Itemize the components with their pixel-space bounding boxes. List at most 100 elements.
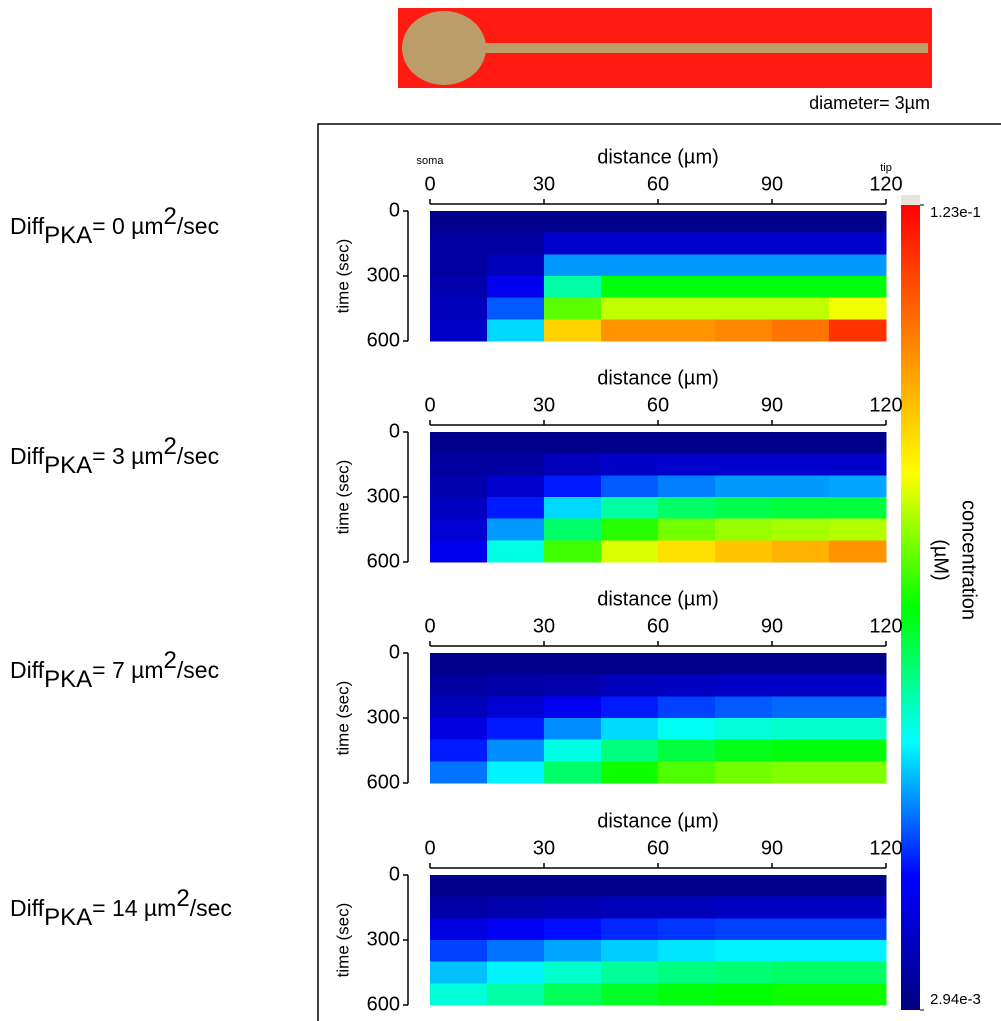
heatmap-cell — [829, 653, 887, 676]
x-axis-label: distance (µm) — [597, 588, 719, 610]
heatmap-cell — [544, 896, 602, 919]
x-tick-label: 0 — [424, 394, 435, 416]
heatmap-cell — [772, 653, 830, 676]
heatmap-cell — [544, 453, 602, 476]
y-axis-label: time (sec) — [333, 681, 352, 756]
heatmap-cell — [430, 319, 488, 342]
y-tick-label: 600 — [367, 329, 400, 351]
heatmap-cell — [430, 918, 488, 941]
x-tick-label: 30 — [533, 615, 555, 637]
heatmap-cell — [772, 875, 830, 898]
heatmap-cell — [829, 918, 887, 941]
x-tick-label: 60 — [647, 173, 669, 195]
heatmap-cell — [715, 761, 773, 784]
heatmap-cell — [715, 940, 773, 963]
x-axis-label: distance (µm) — [597, 810, 719, 832]
panel-label-part: = 0 µm — [92, 213, 163, 239]
heatmap-cell — [715, 276, 773, 299]
heatmap-cell — [601, 674, 659, 697]
x-tick-label: 90 — [761, 837, 783, 859]
heatmap-cell — [715, 475, 773, 498]
heatmap-cell — [715, 211, 773, 234]
panel-label-part: = 14 µm — [92, 895, 176, 921]
heatmap-cell — [544, 875, 602, 898]
colorbar-label: concentration — [958, 500, 980, 620]
heatmap-cell — [601, 940, 659, 963]
heatmap-cell — [430, 254, 488, 277]
heatmap-cell — [430, 540, 488, 563]
panel-label: DiffPKA= 0 µm2/sec — [10, 203, 219, 249]
heatmap-cell — [487, 254, 545, 277]
heatmap-cell — [772, 276, 830, 299]
heatmap-cell — [658, 961, 716, 984]
heatmap-cell — [601, 497, 659, 520]
panel-label: DiffPKA= 7 µm2/sec — [10, 647, 219, 693]
heatmap-cell — [544, 497, 602, 520]
heatmap-cell — [829, 761, 887, 784]
heatmap-cell — [658, 761, 716, 784]
x-tick-label: 90 — [761, 394, 783, 416]
panel-label-part: = 7 µm — [92, 657, 163, 683]
heatmap-cell — [544, 918, 602, 941]
heatmap-cell — [544, 297, 602, 320]
heatmap-cell — [772, 896, 830, 919]
heatmap-cell — [544, 761, 602, 784]
panel-label-part: 2 — [164, 647, 177, 674]
heatmap-cell — [430, 739, 488, 762]
x-tick-label: 120 — [869, 173, 902, 195]
y-tick-label: 300 — [367, 706, 400, 728]
x-tick-label: 60 — [647, 394, 669, 416]
panel-label-part: Diff — [10, 443, 45, 469]
heatmap-cell — [487, 983, 545, 1006]
panel-label-part: 2 — [176, 885, 189, 912]
heatmap-cell — [430, 297, 488, 320]
heatmap-cell — [487, 540, 545, 563]
heatmap-cell — [715, 896, 773, 919]
heatmap-cell — [487, 453, 545, 476]
x-tick-label: 30 — [533, 173, 555, 195]
neuron-diagram — [398, 8, 932, 88]
heatmap-cell — [487, 696, 545, 719]
heatmap-cell — [430, 983, 488, 1006]
heatmap-cell — [658, 540, 716, 563]
heatmap-cell — [658, 254, 716, 277]
heatmap-cell — [829, 718, 887, 741]
heatmap-cell — [772, 983, 830, 1006]
panel-label-part: /sec — [177, 657, 219, 683]
heatmap-cell — [658, 940, 716, 963]
heatmap-cell — [430, 211, 488, 234]
heatmap-cell — [829, 432, 887, 455]
x-tick-label: 0 — [424, 837, 435, 859]
heatmap-cell — [715, 297, 773, 320]
heatmap-cell — [544, 276, 602, 299]
heatmap-cell — [829, 983, 887, 1006]
colorbar — [901, 205, 920, 1010]
heatmap-cell — [658, 232, 716, 255]
heatmap-cell — [829, 297, 887, 320]
y-tick-label: 0 — [389, 641, 400, 663]
heatmap-cell — [430, 518, 488, 541]
heatmap-cell — [715, 497, 773, 520]
heatmap-cell — [544, 232, 602, 255]
heatmap-cell — [430, 896, 488, 919]
panel-label-part: PKA — [44, 666, 92, 693]
heatmap-cell — [430, 232, 488, 255]
heatmap-cell — [487, 497, 545, 520]
colorbar-cap — [901, 195, 920, 205]
heatmap-cell — [487, 475, 545, 498]
colorbar-tick-label: 1.23e-1 — [930, 204, 981, 221]
panel-label: DiffPKA= 3 µm2/sec — [10, 433, 219, 479]
axis-annotation: soma — [417, 155, 445, 167]
x-tick-label: 0 — [424, 173, 435, 195]
heatmap-cell — [544, 475, 602, 498]
heatmap-cell — [430, 696, 488, 719]
heatmap-cell — [601, 276, 659, 299]
heatmap-cell — [487, 297, 545, 320]
heatmap-cell — [772, 475, 830, 498]
heatmap-cell — [772, 918, 830, 941]
heatmap-cell — [829, 254, 887, 277]
heatmap-cell — [487, 232, 545, 255]
heatmap-cell — [715, 961, 773, 984]
heatmap-cell — [658, 475, 716, 498]
heatmap-cell — [601, 983, 659, 1006]
